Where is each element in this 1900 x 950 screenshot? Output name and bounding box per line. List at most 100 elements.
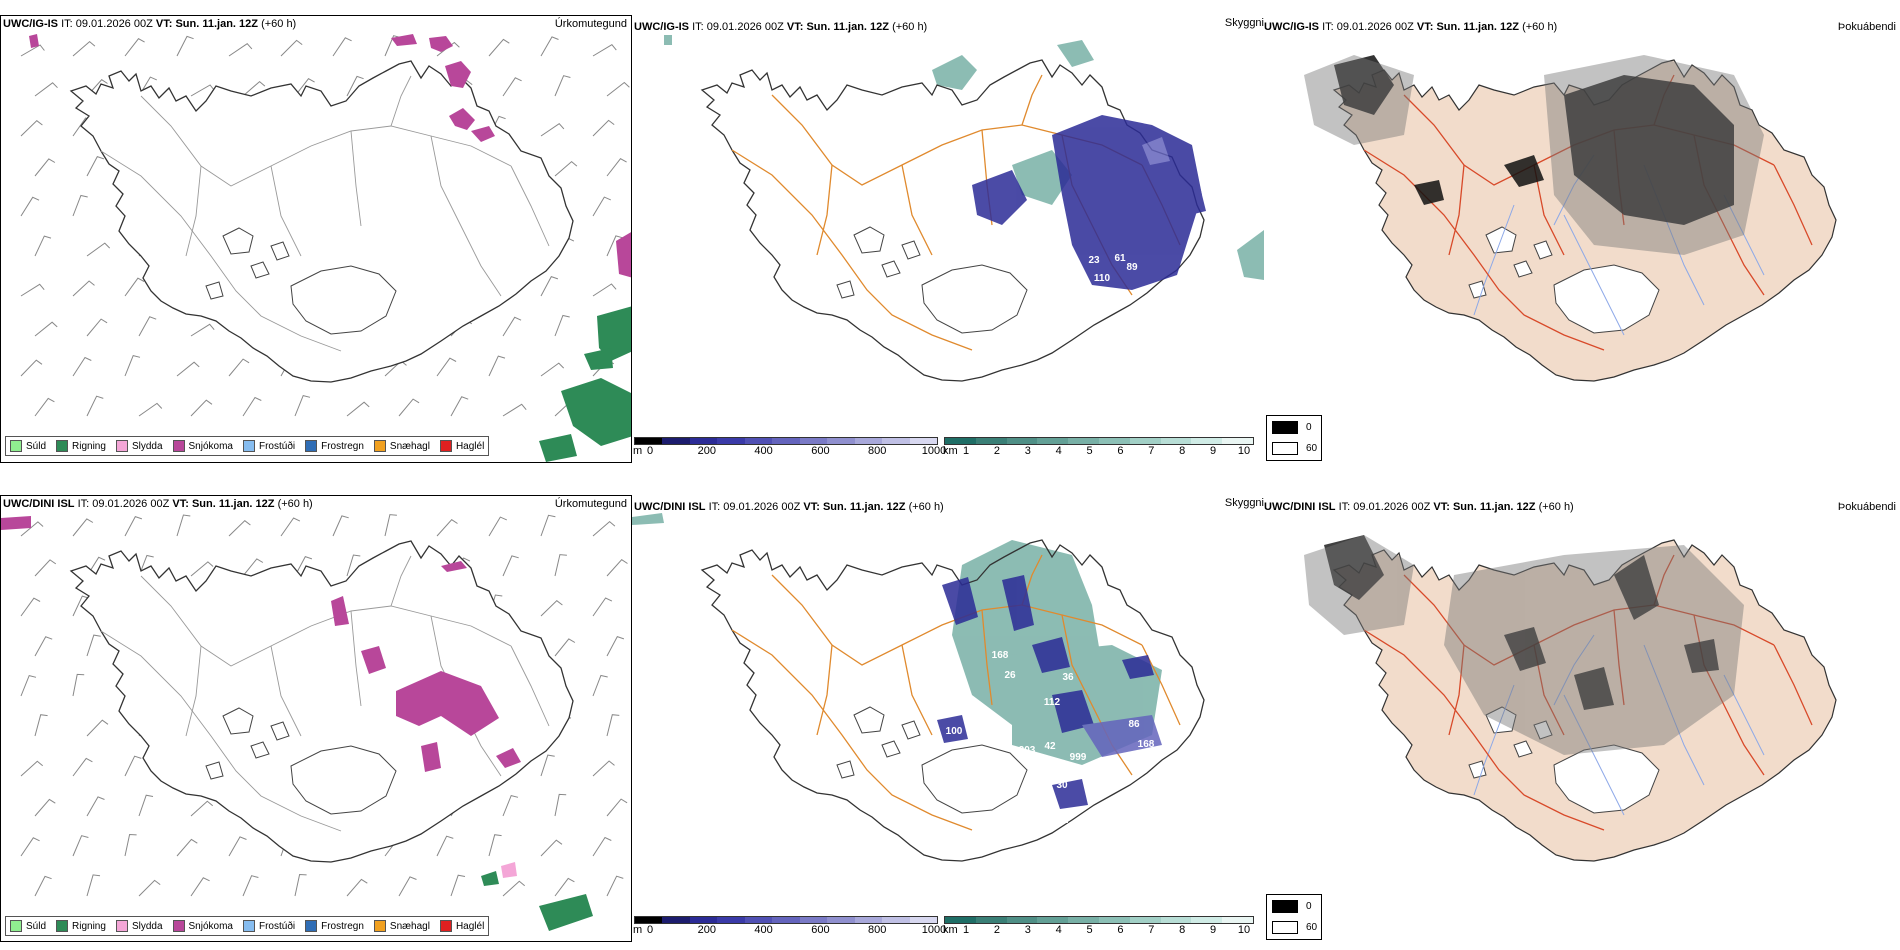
- precip-legend-item: Súld: [10, 440, 46, 452]
- scale-color-step: [827, 917, 855, 923]
- vis-label: 999: [1070, 752, 1087, 763]
- scale-tick-label: 9: [1210, 924, 1217, 936]
- road: [901, 644, 933, 736]
- panel-header: UWC/DINI ISL IT: 09.01.2026 00Z VT: Sun.…: [3, 498, 313, 510]
- init-time: 09.01.2026 00Z: [75, 18, 153, 30]
- wind-barb: [20, 359, 43, 377]
- scale-color-step: [689, 917, 718, 923]
- scale-tick-label: 1000: [921, 924, 947, 936]
- precip-legend-item: Slydda: [115, 440, 163, 452]
- wind-barb: [34, 82, 58, 97]
- it-label: IT:: [692, 21, 704, 33]
- glacier-outline: [222, 227, 254, 255]
- visibility-map: 100 203 42 999 30 67 86 168 26 36 112 16…: [632, 513, 1205, 862]
- wind-barb: [606, 158, 627, 177]
- scale-color-step: [854, 438, 883, 444]
- road: [100, 630, 342, 832]
- init-time: 09.01.2026 00Z: [1353, 501, 1431, 513]
- precip-legend-item: Snæhagl: [373, 920, 430, 932]
- scale-color-step: [1006, 438, 1038, 444]
- road: [350, 610, 362, 707]
- glacier-outline: [205, 281, 224, 300]
- iceland-coastline: [700, 539, 1205, 862]
- legend-label: Frostúði: [258, 440, 296, 452]
- panel-header: UWC/IG-IS IT: 09.01.2026 00Z VT: Sun. 11…: [1264, 21, 1557, 33]
- scale-color-step: [717, 917, 745, 923]
- road: [390, 75, 412, 127]
- wind-barb: [502, 403, 527, 417]
- low-visibility-blue-areas: [972, 115, 1206, 290]
- wind-barb: [34, 636, 53, 657]
- road: [270, 645, 302, 737]
- wind-barb: [540, 362, 565, 377]
- wind-barb: [86, 874, 101, 897]
- wind-barb: [34, 798, 56, 817]
- road: [1448, 644, 1465, 736]
- precip-map: [1, 514, 628, 931]
- legend-label: Frostregn: [321, 920, 364, 932]
- rain-areas: [539, 306, 631, 462]
- vis-label: 23: [1088, 255, 1100, 266]
- fog-legend-item: 0: [1272, 900, 1312, 913]
- road: [185, 645, 202, 737]
- wind-barb: [124, 38, 145, 57]
- scale-color-step: [662, 917, 690, 923]
- wind-barb: [554, 638, 576, 657]
- wind-barb: [398, 398, 420, 417]
- legend-label: Slydda: [131, 920, 163, 932]
- glacier-outline: [836, 760, 855, 779]
- glacier-outline: [1468, 760, 1487, 779]
- scale-color-step: [1191, 917, 1223, 923]
- scale-color-step: [1160, 438, 1192, 444]
- visibility-map: 89 110 22 61 23: [664, 35, 1264, 382]
- legend-label: Haglél: [455, 920, 485, 932]
- fog-legend-item: 0: [1272, 421, 1312, 434]
- wind-barb: [20, 675, 37, 697]
- road: [140, 575, 512, 667]
- precip-panel-row2: UWC/DINI ISL IT: 09.01.2026 00Z VT: Sun.…: [0, 495, 632, 942]
- precip-legend-item: Frostúði: [242, 920, 295, 932]
- scale-color-step: [975, 917, 1007, 923]
- glacier-outline: [836, 280, 855, 299]
- glacier-outline: [270, 241, 290, 261]
- glacier-outline: [250, 741, 270, 759]
- road: [981, 609, 993, 706]
- wind-barb: [592, 674, 608, 697]
- scale-tick-label: 8: [1179, 924, 1186, 936]
- glacier-outline: [290, 745, 397, 815]
- wind-barb: [86, 395, 104, 417]
- km-scale-unit: km: [943, 445, 958, 457]
- vis-label: 203: [1019, 745, 1036, 756]
- scale-color-step: [689, 438, 718, 444]
- legend-label: Snjókoma: [188, 920, 233, 932]
- fog-index-legend: 0 60: [1266, 894, 1322, 940]
- precip-title: Úrkomutegund: [554, 18, 627, 30]
- wind-barb: [346, 401, 370, 417]
- wind-barb: [554, 160, 578, 177]
- scale-tick-label: 1: [962, 445, 970, 457]
- wind-barb: [488, 834, 502, 857]
- precip-type-legend: Súld Rigning Slydda Snjókoma Frostúði Frostre…: [5, 436, 490, 456]
- precip-legend-item: Snæhagl: [373, 440, 430, 452]
- km-scale: km 1 2 3 4 5 6 7 8 9 10: [943, 916, 1254, 940]
- wind-barb: [502, 555, 519, 577]
- lead-time: (+60 h): [908, 501, 944, 513]
- wind-barb: [86, 796, 105, 817]
- vt-label: VT:: [786, 21, 804, 33]
- scale-tick-label: 4: [1055, 924, 1062, 936]
- wind-barb: [124, 277, 145, 297]
- vis-label: 86: [1128, 719, 1140, 730]
- river: [1723, 674, 1765, 756]
- height-scale-ticks: 0 200 400 600 800 1000: [647, 445, 946, 459]
- height-scale-bar: [634, 916, 938, 924]
- wind-barb: [190, 323, 215, 337]
- wind-barb: [34, 397, 55, 417]
- vis-label: 42: [1044, 741, 1056, 752]
- iceland-coastline: [69, 540, 574, 863]
- wind-barb: [72, 757, 93, 777]
- scale-color-step: [635, 438, 663, 444]
- wind-barb: [72, 356, 92, 377]
- legend-label: Snjókoma: [188, 440, 233, 452]
- scale-tick-label: 7: [1148, 445, 1155, 457]
- vt-label: VT:: [1433, 501, 1450, 513]
